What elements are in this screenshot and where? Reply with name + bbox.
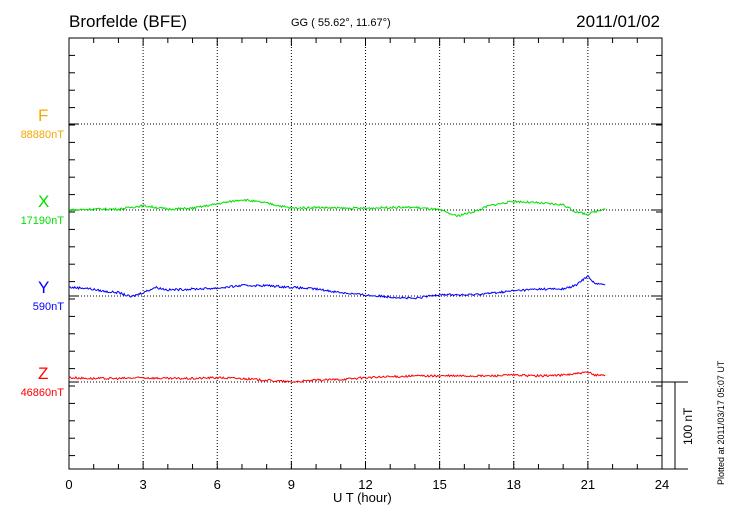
series-label-z: Z [38,364,49,383]
series-line-z [68,371,606,384]
series-label-f: F [38,106,49,125]
series-line-x [68,198,606,218]
x-tick-label: 24 [655,477,669,492]
series-baseline-x: 17190nT [20,215,64,227]
series-baseline-y: 590nT [32,301,64,313]
x-tick-label: 9 [288,477,295,492]
coordinates: GG ( 55.62°, 11.67°) [291,17,391,29]
x-tick-label: 21 [581,477,595,492]
x-tick-label: 6 [214,477,221,492]
series-baseline-z: 46860nT [20,387,64,399]
x-tick-label: 15 [432,477,446,492]
x-tick-label: 12 [358,477,372,492]
series-label-x: X [38,192,50,211]
x-tick-label: 18 [507,477,521,492]
x-axis-label: U T (hour) [333,490,392,505]
series-baseline-f: 88880nT [20,129,64,141]
x-tick-label: 3 [140,477,147,492]
x-tick-label: 0 [65,477,72,492]
station-title: Brorfelde (BFE) [69,12,188,31]
date: 2011/01/02 [576,12,660,31]
series-label-y: Y [38,278,50,297]
series-line-y [68,274,606,300]
